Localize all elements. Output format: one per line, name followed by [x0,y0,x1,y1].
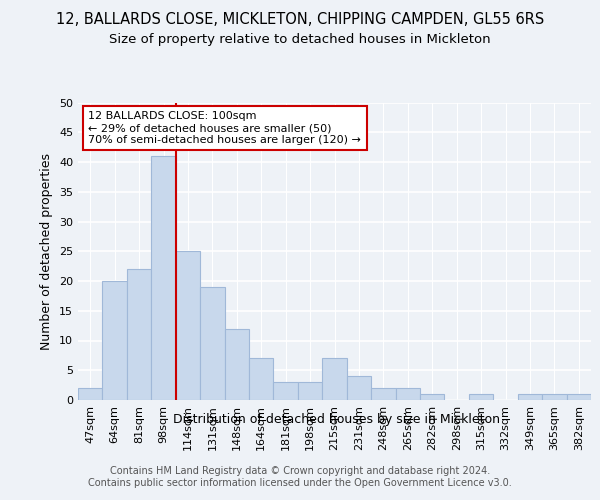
Bar [518,394,542,400]
Bar [224,328,249,400]
Bar [127,269,151,400]
Bar [298,382,322,400]
Y-axis label: Number of detached properties: Number of detached properties [40,153,53,350]
Bar [103,281,127,400]
Bar [420,394,445,400]
Bar [274,382,298,400]
Bar [176,252,200,400]
Bar [395,388,420,400]
Bar [347,376,371,400]
Bar [469,394,493,400]
Bar [371,388,395,400]
Bar [542,394,566,400]
Bar [151,156,176,400]
Text: 12 BALLARDS CLOSE: 100sqm
← 29% of detached houses are smaller (50)
70% of semi-: 12 BALLARDS CLOSE: 100sqm ← 29% of detac… [88,112,361,144]
Text: Distribution of detached houses by size in Mickleton: Distribution of detached houses by size … [173,412,500,426]
Bar [200,287,224,400]
Text: Size of property relative to detached houses in Mickleton: Size of property relative to detached ho… [109,32,491,46]
Text: 12, BALLARDS CLOSE, MICKLETON, CHIPPING CAMPDEN, GL55 6RS: 12, BALLARDS CLOSE, MICKLETON, CHIPPING … [56,12,544,28]
Text: Contains HM Land Registry data © Crown copyright and database right 2024.
Contai: Contains HM Land Registry data © Crown c… [88,466,512,487]
Bar [249,358,274,400]
Bar [78,388,103,400]
Bar [566,394,591,400]
Bar [322,358,347,400]
